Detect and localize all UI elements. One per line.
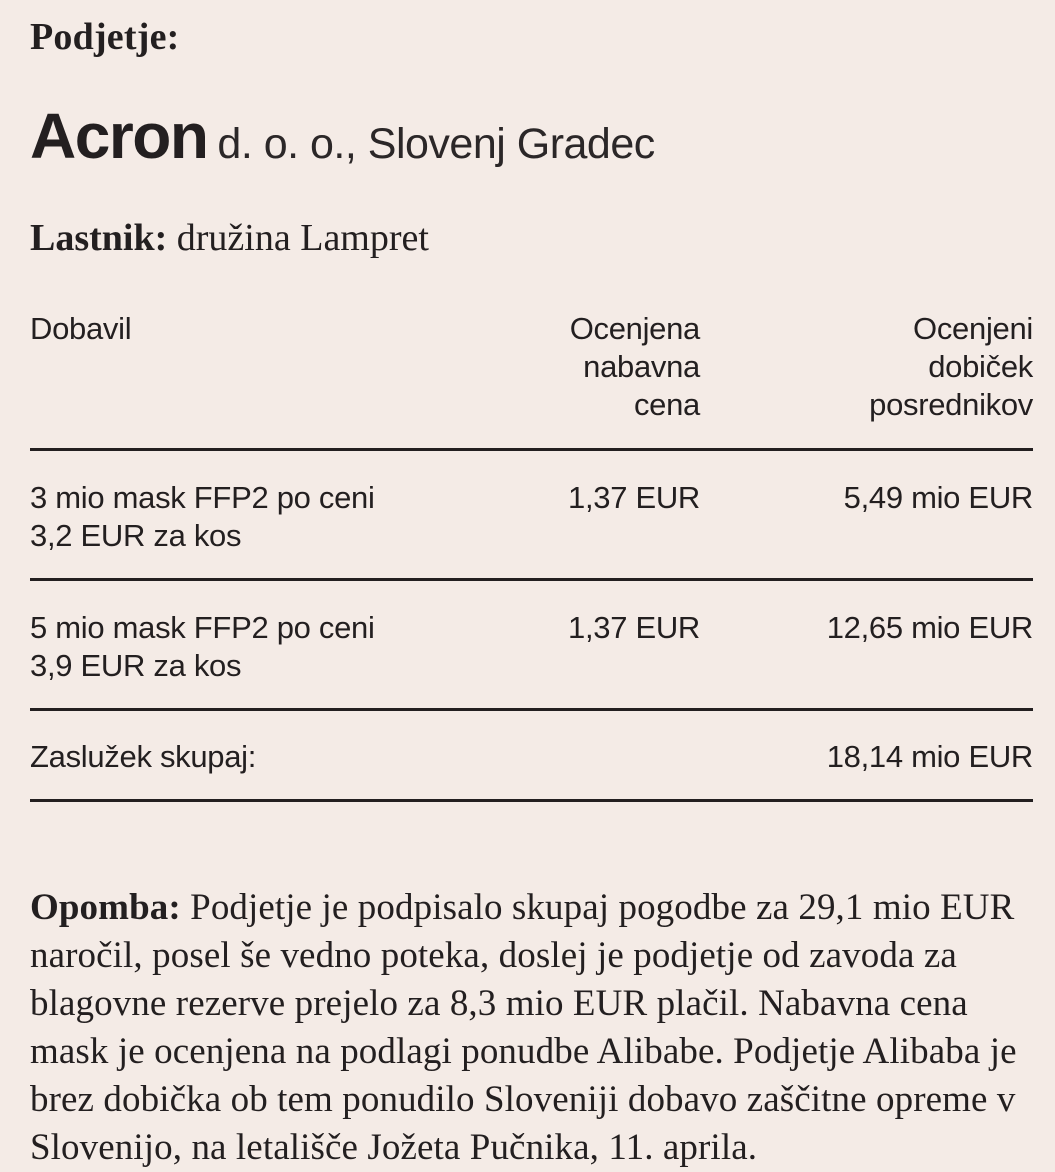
table-row: 5 mio mask FFP2 po ceni 3,9 EUR za kos 1…	[30, 578, 1033, 708]
total-label: Zaslužek skupaj:	[30, 739, 257, 775]
supply-table: Dobavil Ocenjena nabavna cena Ocenjeni d…	[30, 310, 1034, 803]
company-name: Acron	[30, 99, 209, 172]
table-header-row: Dobavil Ocenjena nabavna cena Ocenjeni d…	[30, 310, 1033, 448]
cell-middleman-profit: 12,65 mio EUR	[826, 610, 1034, 646]
fact-box: Podjetje: Acron d. o. o., Slovenj Gradec …	[30, 16, 1034, 1168]
cell-supplied: 3 mio mask FFP2 po ceni 3,2 EUR za kos	[30, 480, 375, 554]
note-text: Podjetje je podpisalo skupaj pogodbe za …	[30, 887, 1017, 1169]
cell-purchase-price: 1,37 EUR	[568, 610, 700, 646]
table-row: 3 mio mask FFP2 po ceni 3,2 EUR za kos 1…	[30, 448, 1033, 578]
note-paragraph: Opomba: Podjetje je podpisalo skupaj pog…	[30, 884, 1030, 1172]
cell-purchase-price: 1,37 EUR	[568, 480, 700, 516]
column-header-middleman-profit: Ocenjeni dobiček posrednikov	[869, 311, 1033, 423]
total-value: 18,14 mio EUR	[826, 739, 1034, 775]
owner-value: družina Lampret	[176, 216, 429, 259]
note-label: Opomba:	[30, 887, 181, 929]
company-location: d. o. o., Slovenj Gradec	[217, 119, 655, 168]
company-title-line: Acron d. o. o., Slovenj Gradec	[30, 104, 1033, 169]
total-spacer	[450, 711, 700, 799]
table-total-row: Zaslužek skupaj: 18,14 mio EUR	[30, 708, 1034, 803]
owner-line: Lastnik: družina Lampret	[30, 217, 1033, 261]
column-header-purchase-price: Ocenjena nabavna cena	[569, 311, 701, 423]
cell-middleman-profit: 5,49 mio EUR	[843, 480, 1034, 516]
owner-label: Lastnik:	[30, 216, 168, 259]
column-header-supplied: Dobavil	[30, 311, 132, 347]
cell-supplied: 5 mio mask FFP2 po ceni 3,9 EUR za kos	[30, 610, 375, 684]
company-label: Podjetje:	[30, 16, 180, 58]
